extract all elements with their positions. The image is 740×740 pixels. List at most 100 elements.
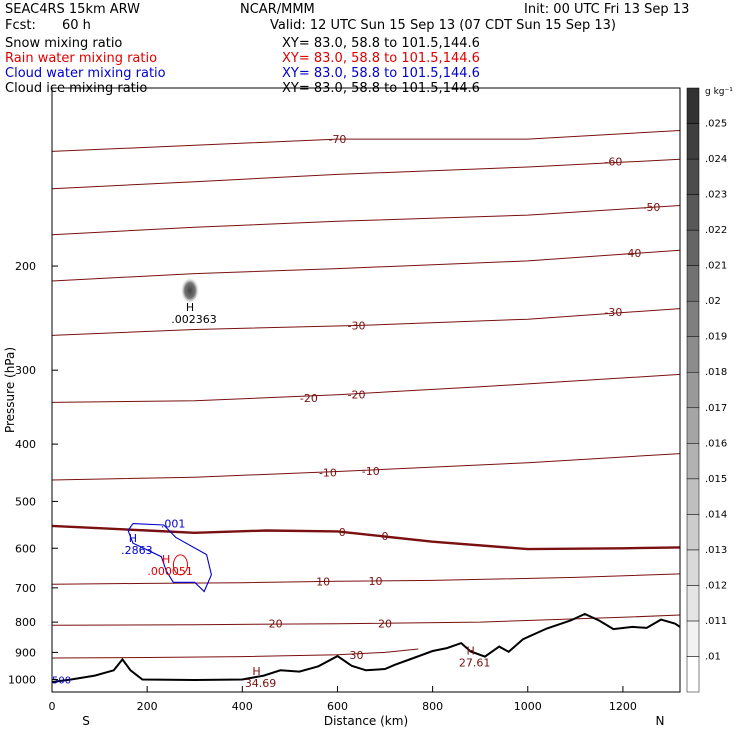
y-tick-label: 200 [15, 260, 36, 273]
y-tick-label: 700 [15, 582, 36, 595]
colorbar-cell [686, 265, 700, 302]
y-tick-label: 1000 [8, 673, 36, 686]
rain-water-contour [172, 554, 188, 576]
x-tick-label: 1000 [514, 700, 542, 713]
x-axis-label: Distance (km) [324, 714, 408, 728]
isotherm-label: -20 [348, 389, 366, 402]
field-rain-xy: XY= 83.0, 58.8 to 101.5,144.6 [282, 51, 480, 66]
isotherm-label: 20 [378, 617, 392, 630]
colorbar-cell [686, 194, 700, 231]
isotherm-line [52, 373, 680, 403]
colorbar-tick-label: .024 [705, 154, 727, 165]
x-axis-end-label: N [656, 714, 665, 728]
maximum-marker: H [186, 301, 194, 314]
isotherm-label: -10 [319, 467, 337, 480]
isotherm-line [52, 453, 680, 481]
y-tick-label: 600 [15, 542, 36, 555]
x-tick-label: 200 [137, 700, 158, 713]
cloud-water-contour-label: .001 [161, 518, 186, 531]
colorbar-cell [686, 478, 700, 515]
isotherm-label: -40 [623, 247, 641, 260]
maximum-marker: H [467, 645, 475, 658]
isotherm-label: 30 [349, 649, 363, 662]
colorbar-tick-label: .021 [705, 261, 727, 272]
forecast-hour: 60 h [62, 18, 91, 33]
isotherm-line [52, 249, 680, 282]
isotherm-label: 10 [316, 576, 330, 589]
edge-contour-label: 500 [52, 675, 71, 686]
maximum-value: 34.69 [245, 677, 277, 690]
field-rain-name: Rain water mixing ratio [5, 51, 158, 66]
y-tick-label: 800 [15, 616, 36, 629]
colorbar-cell [686, 514, 700, 551]
isotherm-label: 0 [382, 530, 389, 543]
maximum-marker: H [252, 665, 260, 678]
maximum-value: .000051 [147, 565, 193, 578]
y-tick-label: 400 [15, 438, 36, 451]
isotherm-label: -30 [604, 306, 622, 319]
x-tick-label: 600 [327, 700, 348, 713]
terrain-profile [52, 612, 680, 683]
colorbar-tick-label: .018 [705, 367, 727, 378]
isotherm-line [52, 158, 680, 190]
plot-frame [51, 87, 681, 693]
isotherm-line [52, 573, 680, 585]
isotherm-line [52, 308, 680, 336]
snow-shading [180, 277, 199, 304]
colorbar-tick-label: .012 [705, 580, 727, 591]
x-tick-label: 800 [422, 700, 443, 713]
x-tick-label: 1200 [609, 700, 637, 713]
isotherm-label: -10 [362, 465, 380, 478]
maximum-value: 27.61 [459, 657, 491, 670]
colorbar-cell [686, 371, 700, 409]
isotherm-label: -70 [328, 133, 346, 146]
colorbar-cell [686, 549, 700, 586]
isotherm-label: -20 [300, 392, 318, 405]
colorbar-tick-label: .016 [705, 438, 727, 449]
colorbar-cell [686, 87, 700, 124]
isotherm-label: -30 [348, 319, 366, 332]
colorbar-tick-label: .017 [705, 403, 727, 414]
colorbar-cell [686, 229, 700, 266]
y-tick-label: 900 [15, 646, 36, 659]
maximum-marker: H [162, 553, 170, 566]
maximum-marker: H [129, 532, 137, 545]
forecast-label: Fcst: [5, 18, 36, 33]
init-time: Init: 00 UTC Fri 13 Sep 13 [524, 2, 690, 17]
x-tick-label: 400 [232, 700, 253, 713]
colorbar-tick-label: .014 [705, 509, 727, 520]
colorbar-tick-label: .02 [705, 296, 721, 307]
isotherm-label: -60 [604, 155, 622, 168]
isotherm-line [52, 130, 680, 152]
colorbar-tick-label: .019 [705, 332, 727, 343]
y-tick-label: 500 [15, 495, 36, 508]
colorbar-cell [686, 336, 700, 373]
colorbar-tick-label: .025 [705, 119, 727, 130]
isotherm-line [52, 205, 680, 236]
colorbar-cell [686, 300, 700, 337]
field-cloud-water-xy: XY= 83.0, 58.8 to 101.5,144.6 [282, 66, 480, 81]
isotherm-label: -50 [642, 201, 660, 214]
cloud-water-contour [127, 523, 212, 593]
maximum-value: .2863 [121, 544, 153, 557]
isotherm-label: 10 [369, 575, 383, 588]
field-cloud-water-name: Cloud water mixing ratio [5, 66, 166, 81]
isotherm-line [52, 524, 680, 551]
colorbar-cell [686, 407, 700, 444]
colorbar-cell [686, 443, 700, 480]
x-axis-start-label: S [82, 714, 90, 728]
x-tick-label: 0 [49, 700, 56, 713]
colorbar-cell [686, 158, 700, 195]
colorbar-cell [686, 585, 700, 622]
colorbar-tick-label: .023 [705, 190, 727, 201]
field-snow-xy: XY= 83.0, 58.8 to 101.5,144.6 [282, 36, 480, 51]
maximum-value: .002363 [171, 313, 217, 326]
isotherm-line [52, 614, 680, 626]
y-tick-label: 300 [15, 364, 36, 377]
valid-time: Valid: 12 UTC Sun 15 Sep 13 (07 CDT Sun … [270, 18, 616, 33]
model-title: SEAC4RS 15km ARW [5, 2, 141, 17]
y-axis-label: Pressure (hPa) [3, 347, 17, 433]
colorbar-tick-label: .013 [705, 545, 727, 556]
plot-area: -70 -60 -50 -40 -30 -30 -20 -20 -10 -10 0 0 10 10 20 20… [52, 130, 680, 690]
